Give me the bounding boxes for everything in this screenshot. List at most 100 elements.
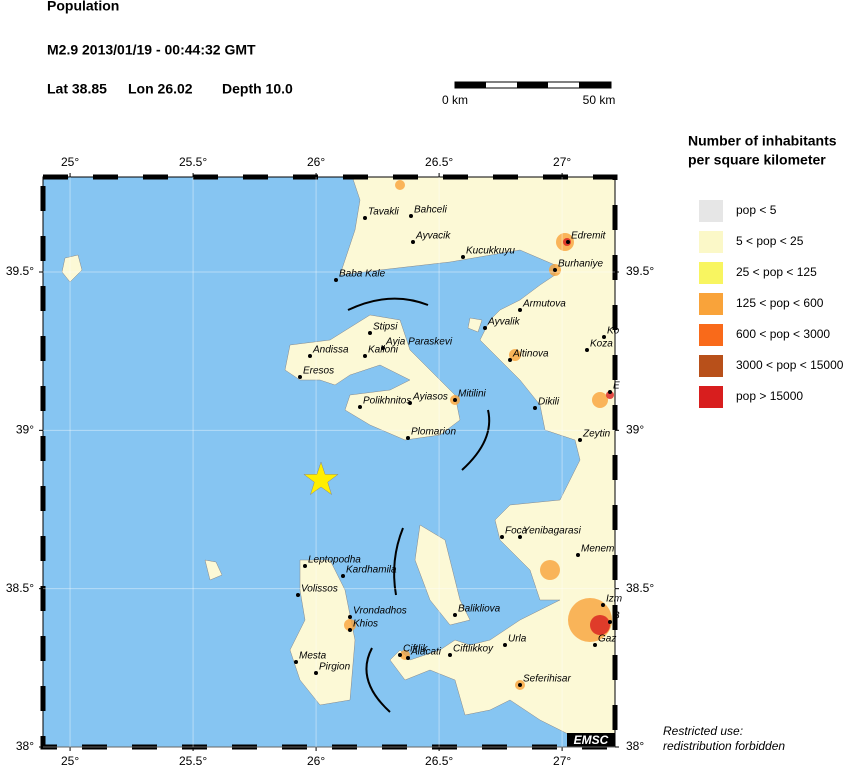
lon-label: 25.5° (179, 754, 207, 768)
place-label: Izm (606, 594, 622, 605)
place-dot (576, 553, 580, 557)
legend-label: 125 < pop < 600 (736, 296, 824, 310)
legend-label: 3000 < pop < 15000 (736, 358, 844, 372)
place-label: E (613, 381, 620, 392)
lon-label: 25.5° (179, 155, 207, 169)
place-label: Kucukkuyu (466, 246, 515, 257)
place-label: Pirgion (319, 662, 351, 673)
place-label: Stipsi (373, 322, 398, 333)
lon-label: 27° (553, 754, 571, 768)
place-label: Ayia Paraskevi (385, 337, 453, 348)
place-label: Mitilini (458, 389, 487, 400)
place-dot (308, 354, 312, 358)
place-dot (294, 660, 298, 664)
legend-label: 5 < pop < 25 (736, 234, 804, 248)
place-dot (483, 326, 487, 330)
place-dot (500, 535, 504, 539)
place-dot (608, 620, 612, 624)
place-dot (503, 643, 507, 647)
place-dot (341, 574, 345, 578)
title: Population (47, 0, 119, 14)
notice: Restricted use: (663, 724, 743, 738)
legend-swatch (699, 200, 723, 222)
legend: Number of inhabitants per square kilomet… (688, 133, 844, 408)
place-label: Edremit (571, 231, 607, 242)
place-dot (363, 354, 367, 358)
event: M2.9 2013/01/19 - 00:44:32 GMT (47, 42, 256, 58)
place-dot (508, 358, 512, 362)
place-dot (348, 628, 352, 632)
place-label: Gaz (598, 634, 616, 645)
place-label: Bahceli (414, 205, 448, 216)
place-dot (334, 278, 338, 282)
place-label: Ciftlik (403, 644, 428, 655)
place-dot (381, 346, 385, 350)
place-dot (566, 240, 570, 244)
scale-bar (454, 81, 612, 89)
legend-label: pop > 15000 (736, 389, 803, 403)
place-label: Andissa (312, 345, 349, 356)
lat-label: 39° (626, 423, 644, 437)
place-dot (448, 653, 452, 657)
place-dot (348, 615, 352, 619)
place-dot (593, 643, 597, 647)
place-label: Tavakli (368, 207, 400, 218)
place-dot (518, 535, 522, 539)
lon-label: 26.5° (425, 155, 453, 169)
legend-swatch (699, 355, 723, 377)
lat-label: 38° (626, 739, 644, 753)
lat-label: 38.5° (626, 581, 654, 595)
place-dot (408, 401, 412, 405)
lat-label: 39° (16, 423, 34, 437)
place-dot (409, 214, 413, 218)
map: EMSC (43, 177, 615, 747)
place-dot (298, 375, 302, 379)
depth: Depth 10.0 (222, 81, 293, 97)
place-label: Urla (508, 634, 527, 645)
place-dot (553, 268, 557, 272)
place-dot (585, 348, 589, 352)
place-label: Ayvacik (415, 231, 451, 242)
place-dot (453, 398, 457, 402)
place-label: Burhaniye (558, 259, 603, 270)
place-label: Menem (581, 544, 614, 555)
watermark: EMSC (574, 733, 609, 747)
lat-label: 38.5° (6, 581, 34, 595)
place-label: Leptopodha (308, 555, 361, 566)
place-dot (411, 240, 415, 244)
place-dot (518, 308, 522, 312)
place-dot (358, 405, 362, 409)
legend-swatch (699, 231, 723, 253)
place-label: Ko (607, 326, 620, 337)
place-label: B (613, 611, 620, 622)
lon-label: 25° (61, 754, 79, 768)
frame-border (40, 174, 618, 750)
place-label: Khios (353, 619, 378, 630)
legend-label: pop < 5 (736, 203, 777, 217)
place-label: Yenibagarasi (523, 526, 582, 537)
place-label: Ciftlikkoy (453, 644, 494, 655)
place-label: Foca (505, 526, 528, 537)
scale-end: 50 km (583, 93, 616, 107)
place-dot (303, 564, 307, 568)
lon-label: 25° (61, 155, 79, 169)
lon-label: 27° (553, 155, 571, 169)
place-dot (578, 438, 582, 442)
place-label: Mesta (299, 651, 327, 662)
place-dot (461, 255, 465, 259)
place-label: Eresos (303, 366, 334, 377)
place-label: Ayiasos (412, 392, 448, 403)
place-label: Armutova (522, 299, 566, 310)
place-dot (518, 683, 522, 687)
place-dot (314, 671, 318, 675)
lon-label: 26° (307, 155, 325, 169)
place-label: Plomarion (411, 427, 456, 438)
place-dot (453, 613, 457, 617)
place-label: Seferihisar (523, 674, 571, 685)
place-dot (406, 656, 410, 660)
lat: Lat 38.85 (47, 81, 107, 97)
place-label: Altinova (512, 349, 549, 360)
place-label: Balikliova (458, 604, 501, 615)
place-label: Polikhnitos (363, 396, 411, 407)
